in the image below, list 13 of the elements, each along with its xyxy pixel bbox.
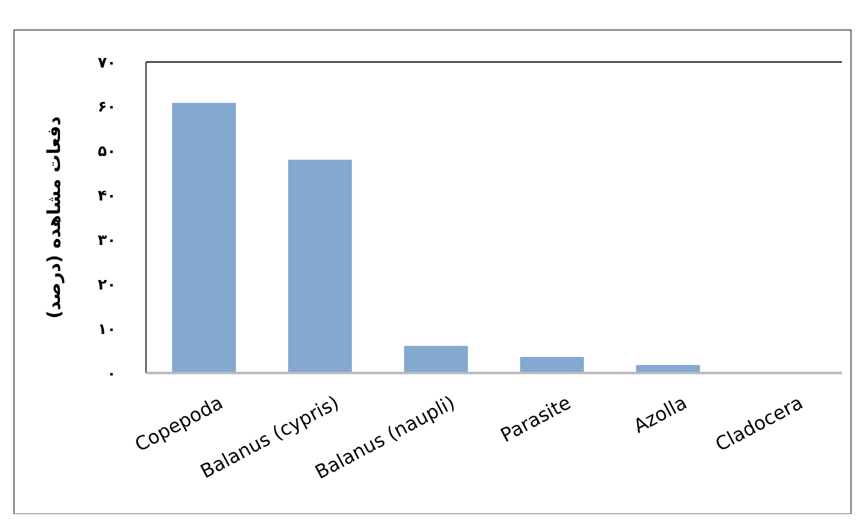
y-tick-label: ۵۰ — [98, 142, 116, 160]
y-tick-label: ۷۰ — [98, 53, 116, 72]
y-tick-label: ۱۰ — [98, 320, 116, 338]
y-axis-title: دفعات مشاهده (درصد) — [44, 116, 65, 319]
y-tick-label: ۳۰ — [98, 230, 116, 249]
bar — [172, 102, 236, 373]
y-tick-label: ۰ — [106, 364, 116, 382]
y-tick-label: ۶۰ — [98, 98, 116, 116]
bar — [288, 160, 352, 373]
bar — [404, 346, 468, 373]
y-tick-label: ۲۰ — [98, 275, 116, 294]
y-tick-label: ۴۰ — [98, 186, 116, 205]
bar — [520, 357, 584, 373]
